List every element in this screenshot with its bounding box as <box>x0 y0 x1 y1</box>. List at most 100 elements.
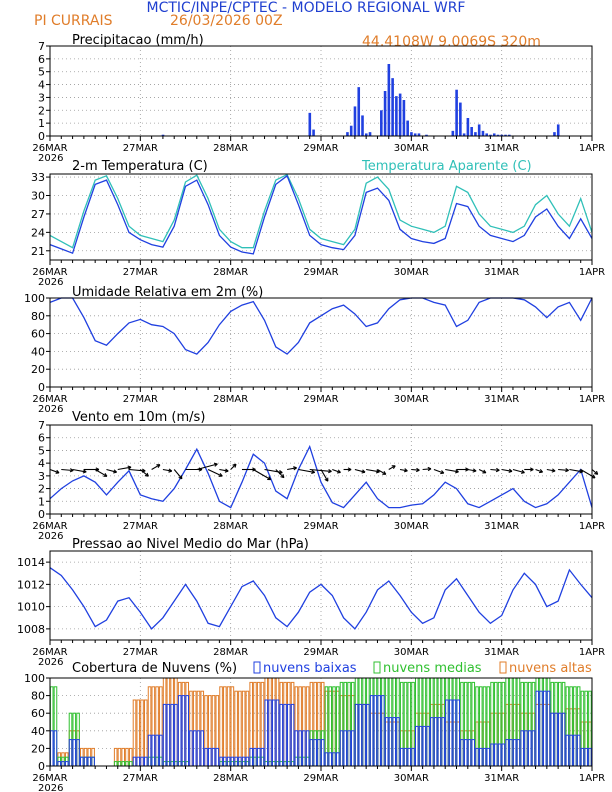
wind-arrow <box>252 469 271 481</box>
vento-xtick-label: 26MAR <box>32 521 67 532</box>
wind-arrow <box>501 468 513 472</box>
temp-xtick-label: 29MAR <box>303 267 338 278</box>
umidade-year-label: 2026 <box>38 404 63 415</box>
temp-ytick-label: 21 <box>31 245 45 258</box>
wind-arrow <box>117 466 132 471</box>
wind-arrow <box>388 465 396 470</box>
temp-line-blue <box>49 174 593 255</box>
precip-bar <box>398 93 402 136</box>
vento-year-label: 2026 <box>38 531 63 542</box>
temp-xtick-label: 1APR <box>579 267 605 278</box>
wind-arrow-head <box>472 470 477 473</box>
wind-arrow-head <box>324 478 329 482</box>
wind-arrow <box>580 469 596 479</box>
precip-bar <box>466 118 470 136</box>
umidade-title: Umidade Relativa em 2m (%) <box>72 285 263 300</box>
wind-arrow <box>569 468 583 473</box>
precip-xtick-label: 26MAR <box>32 143 67 154</box>
pressao-panel: 1008 1010 1012 1014 26MAR 27MAR 28MAR 29MAR 30MA… <box>17 537 605 668</box>
wind-arrow-head <box>361 471 366 474</box>
nuvens-xtick-label: 27MAR <box>123 773 158 784</box>
precip-bar <box>368 132 372 136</box>
pressao-year-label: 2026 <box>38 657 63 668</box>
wind-arrow-head <box>415 469 420 473</box>
wind-arrow-head <box>293 467 297 471</box>
temp-line-cyan <box>49 173 593 249</box>
wind-arrow-head <box>539 471 543 474</box>
precip-ytick-label: 4 <box>38 79 45 92</box>
precip-bar <box>462 133 466 136</box>
cloud-legend-label: nuvens medias <box>383 661 482 676</box>
pressao-ytick-label: 1012 <box>17 578 45 591</box>
wind-arrow <box>546 468 556 472</box>
precip-bar <box>553 132 556 136</box>
precip-bar <box>391 78 394 136</box>
precip-ytick-label: 2 <box>38 104 45 117</box>
wind-arrow-head <box>579 471 583 474</box>
pressao-xtick-label: 30MAR <box>394 647 429 658</box>
precip-bar <box>474 132 477 136</box>
cloud-legend-label: nuvens baixas <box>263 661 357 676</box>
pressao-ytick-label: 1008 <box>17 623 45 636</box>
wind-arrow-head <box>127 466 132 470</box>
wind-arrow <box>230 463 237 470</box>
precip-bar <box>410 132 413 136</box>
precip-xtick-label: 30MAR <box>394 143 429 154</box>
umidade-ytick-label: 100 <box>24 292 45 305</box>
wind-arrow-head <box>55 472 60 474</box>
temp-year-label: 2026 <box>38 277 63 288</box>
wind-arrow <box>106 468 117 473</box>
cloud-legend-label: nuvens altas <box>509 661 592 676</box>
wind-arrow <box>309 468 332 472</box>
precip-ytick-label: 7 <box>38 40 45 53</box>
wind-arrow <box>173 469 183 480</box>
precip-bar <box>459 102 462 136</box>
temp-title: 2-m Temperatura (C) <box>72 159 208 174</box>
wind-arrow-head <box>375 471 380 474</box>
precip-xtick-label: 28MAR <box>213 143 248 154</box>
precip-bar <box>489 134 492 136</box>
vento-xtick-label: 31MAR <box>484 521 519 532</box>
header-location: PI CURRAIS <box>34 13 113 29</box>
wind-arrow <box>411 468 420 471</box>
umidade-ytick-label: 0 <box>38 381 45 394</box>
wind-arrow <box>320 469 329 482</box>
precip-bar <box>346 132 349 136</box>
vento-ytick-label: 4 <box>38 457 45 470</box>
nuvens-panel: 0 20 40 60 80 100 26MAR 27MAR 28MAR 29MAR 30MAR 31M… <box>24 661 605 792</box>
umidade-xtick-label: 26MAR <box>32 394 67 405</box>
vento-title: Vento em 10m (m/s) <box>72 410 205 425</box>
wind-arrow-head <box>82 471 87 474</box>
vento-xtick-label: 28MAR <box>213 521 248 532</box>
nuvens-xtick-label: 30MAR <box>394 773 429 784</box>
wind-arrow-head <box>336 471 341 474</box>
wind-arrow <box>366 468 380 473</box>
nuvens-xtick-label: 26MAR <box>32 773 67 784</box>
nuvens-xtick-label: 28MAR <box>213 773 248 784</box>
pressao-xtick-label: 31MAR <box>484 647 519 658</box>
precip-bar <box>507 134 511 136</box>
cloud-legend-swatch <box>373 661 381 674</box>
wind-arrow-head <box>594 473 598 475</box>
wind-arrow <box>377 469 387 475</box>
wind-arrow <box>49 468 60 474</box>
nuvens-ytick-label: 0 <box>38 760 45 773</box>
vento-xtick-label: 30MAR <box>394 521 429 532</box>
nuvens-ytick-label: 20 <box>31 742 45 755</box>
wind-arrow <box>490 468 500 471</box>
umidade-panel: 0 20 40 60 80 100 26MAR 27MAR 28MAR 29MAR 30MAR 31M… <box>24 285 605 415</box>
temp-ytick-label: 33 <box>31 171 45 184</box>
wind-arrow <box>151 464 161 470</box>
vento-ytick-label: 5 <box>38 444 45 457</box>
precip-bar <box>357 87 361 136</box>
vento-ytick-label: 0 <box>38 508 45 521</box>
temp-xtick-label: 26MAR <box>32 267 67 278</box>
wind-arrow <box>422 468 432 471</box>
wind-arrow <box>445 468 459 473</box>
umidade-ytick-label: 60 <box>31 328 45 341</box>
wind-arrow-head <box>520 472 525 474</box>
pressao-xtick-label: 29MAR <box>303 647 338 658</box>
temp-legend: Temperatura Aparente (C) <box>361 159 532 174</box>
